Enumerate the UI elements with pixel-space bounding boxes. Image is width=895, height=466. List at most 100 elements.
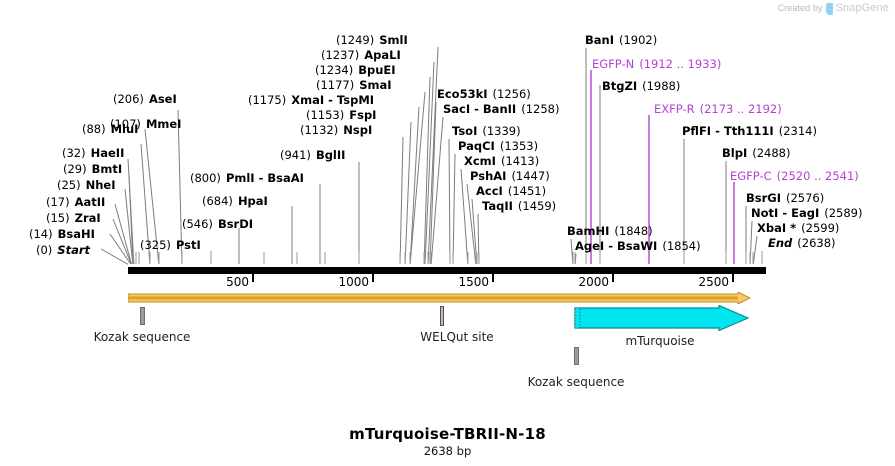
site-name: SmaI (359, 78, 392, 92)
site-label-noti-eagi[interactable]: NotI - EagI (2589) (751, 206, 863, 220)
site-name: SacI (443, 102, 471, 116)
site-pos: (1339) (482, 124, 521, 138)
site-label-bsrdi[interactable]: (546) BsrDI (182, 218, 253, 231)
site-name: Eco53kI (437, 87, 488, 101)
site-label-bmti[interactable]: (29) BmtI (63, 163, 122, 176)
site-pos: (88) (82, 122, 106, 136)
site-label-acci[interactable]: AccI (1451) (476, 185, 546, 198)
site-label-zrai[interactable]: (15) ZraI (46, 212, 101, 225)
site-name: AccI (476, 184, 503, 198)
site-name: TaqII (482, 199, 513, 213)
site-pos: (1451) (507, 184, 547, 198)
site-label-paqci[interactable]: PaqCI (1353) (458, 140, 538, 153)
site-pos: (2314) (778, 124, 817, 138)
site-name: BmtI (91, 162, 123, 176)
site-name: NspI (343, 123, 373, 137)
site-label-bsrgi[interactable]: BsrGI (2576) (746, 192, 824, 205)
page-title: mTurquoise-TBRII-N-18 (349, 425, 546, 443)
site-label-fspi[interactable]: (1153) FspI (306, 109, 376, 122)
site-pos: (2599) (801, 221, 840, 235)
site-label-xbai[interactable]: XbaI * (2599) (757, 222, 839, 235)
site-label-eco53ki[interactable]: Eco53kI (1256) (437, 88, 531, 101)
site-label-bpuei[interactable]: (1234) BpuEI (315, 64, 396, 77)
site-label-blpi[interactable]: BlpI (2488) (722, 147, 790, 160)
site-label-saci-banii[interactable]: SacI - BanII (1258) (443, 102, 560, 116)
site-name: ApaLI (364, 48, 401, 62)
kozak-sequence-marker-2[interactable] (574, 347, 579, 365)
site-label-bglii[interactable]: (941) BglII (280, 149, 345, 162)
site-label-xcmi[interactable]: XcmI (1413) (464, 155, 539, 168)
site-label-pshai[interactable]: PshAI (1447) (470, 170, 550, 183)
site-label-btgzi[interactable]: BtgZI (1988) (602, 80, 680, 93)
site-label-asei[interactable]: (206) AseI (113, 93, 177, 106)
site-label-haeii[interactable]: (32) HaeII (62, 147, 124, 160)
site-label-nspi[interactable]: (1132) NspI (300, 124, 372, 137)
site-name-2: EagI (791, 206, 820, 220)
site-label-tsoi[interactable]: TsoI (1339) (452, 125, 521, 138)
site-pos: (29) (63, 162, 87, 176)
primer-label-egfp-c[interactable]: EGFP-C (2520 .. 2541) (730, 170, 859, 183)
site-name: HpaI (237, 194, 268, 208)
site-label-end[interactable]: End (2638) (768, 237, 836, 250)
ruler-tick-2500 (732, 274, 734, 282)
site-label-hpai[interactable]: (684) HpaI (202, 195, 268, 208)
site-name: End (768, 236, 793, 250)
site-pos: (1153) (306, 108, 345, 122)
site-pos: (14) (29, 227, 53, 241)
site-label-bsahi[interactable]: (14) BsaHI (29, 228, 95, 241)
site-label-taqii[interactable]: TaqII (1459) (482, 200, 556, 213)
ruler-tick-500 (252, 274, 254, 282)
welqut-site-label: WELQut site (420, 330, 494, 344)
site-label-agei-bsawi[interactable]: AgeI - BsaWI (1854) (575, 239, 701, 253)
credit-prefix: Created by (777, 3, 823, 13)
site-name: AseI (148, 92, 177, 106)
site-name: BlpI (722, 146, 748, 160)
site-name-2: BsaWI (617, 239, 658, 253)
site-name: AgeI (575, 239, 605, 253)
site-label-psti[interactable]: (325) PstI (140, 239, 201, 252)
welqut-site-marker[interactable] (440, 306, 444, 326)
site-pos: (2488) (752, 146, 791, 160)
site-name: ZraI (74, 211, 101, 225)
kozak-sequence-label-1: Kozak sequence (93, 330, 191, 344)
site-name: BsrGI (746, 191, 781, 205)
site-label-xmai-tspmi[interactable]: (1175) XmaI - TspMI (248, 93, 375, 107)
site-label-start[interactable]: (0) Start (36, 244, 90, 257)
primer-label-egfp-n[interactable]: EGFP-N (1912 .. 1933) (592, 58, 721, 71)
site-name-2: Tth111I (723, 124, 774, 138)
site-pos: (1177) (316, 78, 355, 92)
primer-label-exfp-r[interactable]: EXFP-R (2173 .. 2192) (654, 103, 782, 116)
site-label-mlui[interactable]: (88) MluI (82, 123, 138, 136)
site-pos: (2638) (797, 236, 836, 250)
site-pos: (1258) (521, 102, 560, 116)
site-label-bamhi[interactable]: BamHI (1848) (567, 225, 653, 238)
ruler-tick-1500 (492, 274, 494, 282)
plasmid-backbone (128, 264, 766, 274)
site-label-mmei[interactable]: (107) MmeI (110, 118, 181, 131)
site-pos: (0) (36, 243, 53, 257)
site-name: PaqCI (458, 139, 495, 153)
site-pos: (546) (182, 217, 213, 231)
site-pos: (1848) (614, 224, 653, 238)
primer-name: EXFP-R (654, 102, 695, 116)
site-label-pmli-bsaai[interactable]: (800) PmlI - BsaAI (190, 171, 304, 185)
primer-name: EGFP-C (730, 169, 772, 183)
site-name: PstI (175, 238, 201, 252)
kozak-sequence-marker-1[interactable] (140, 307, 145, 325)
site-label-apali[interactable]: (1237) ApaLI (321, 49, 401, 62)
snapgene-credit: Created by SnapGene (777, 2, 889, 15)
site-label-smli[interactable]: (1249) SmlI (336, 34, 408, 47)
site-label-bani[interactable]: BanI (1902) (585, 34, 657, 47)
ruler-label-1000: 1000 (338, 275, 369, 289)
site-label-pflfi-tth111i[interactable]: PflFI - Tth111I (2314) (682, 124, 817, 138)
site-label-nhei[interactable]: (25) NheI (57, 179, 116, 192)
site-name: SmlI (379, 33, 408, 47)
site-label-aatii[interactable]: (17) AatII (46, 196, 105, 209)
ruler-tick-1000 (372, 274, 374, 282)
site-pos: (25) (57, 178, 81, 192)
site-name: XcmI (464, 154, 496, 168)
site-pos: (15) (46, 211, 70, 225)
mturquoise-cds-arrow[interactable] (574, 305, 750, 331)
site-label-smai[interactable]: (1177) SmaI (316, 79, 392, 92)
